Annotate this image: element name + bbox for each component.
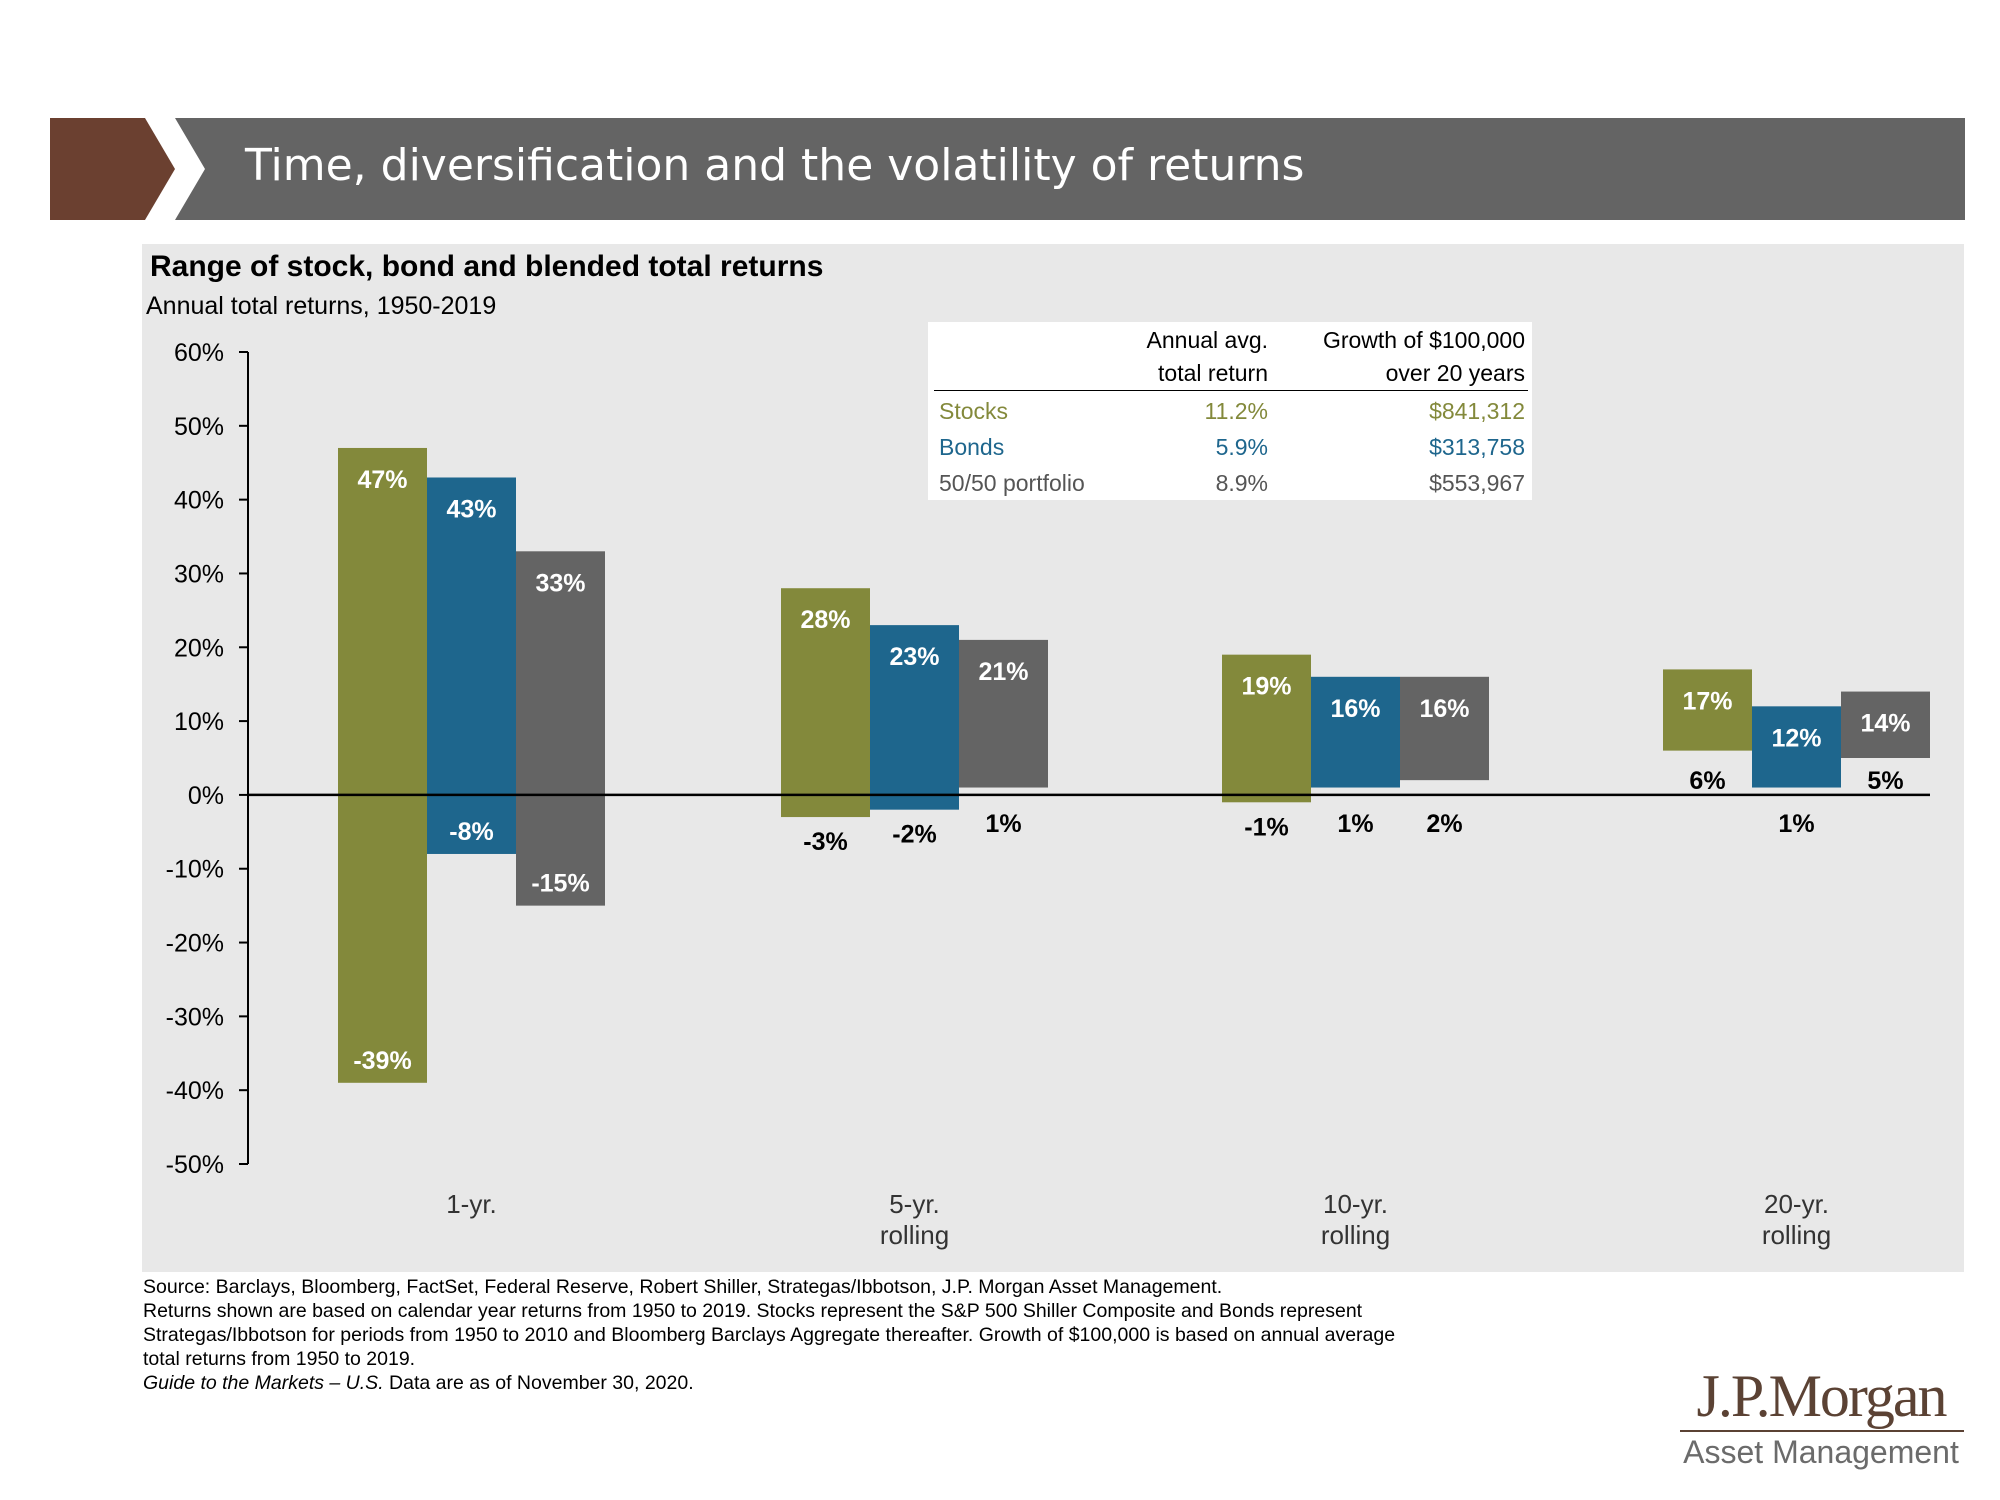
footnote-guide: Guide to the Markets – U.S. Data are as … [143, 1371, 1663, 1395]
y-tick-label: 30% [174, 560, 224, 588]
range-bar [427, 477, 516, 854]
bar-min-label: -3% [803, 828, 847, 856]
bar-max-label: 16% [1330, 695, 1380, 723]
bar-min-label: -15% [531, 870, 589, 898]
range-bar [338, 447, 427, 1083]
range-bar [1752, 706, 1841, 788]
y-tick-label: 60% [174, 339, 224, 367]
footnote-source: Source: Barclays, Bloomberg, FactSet, Fe… [143, 1276, 1223, 1298]
x-category-label: rolling [1321, 1220, 1390, 1250]
bar-min-label: -1% [1244, 813, 1288, 841]
table-header-rule [934, 390, 1528, 391]
table-header-avg-line2: total return [1158, 360, 1268, 386]
range-bar [1311, 676, 1400, 788]
jpmorgan-logo: J.P.Morgan Asset Management [1676, 1362, 1966, 1480]
bar-min-label: 6% [1689, 767, 1725, 795]
range-bar [959, 639, 1048, 788]
bar-max-label: 43% [446, 495, 496, 523]
bar-min-label: 1% [985, 810, 1021, 838]
bar-min-label: -8% [449, 818, 493, 846]
y-tick-label: -20% [166, 930, 224, 958]
footnotes: Source: Barclays, Bloomberg, FactSet, Fe… [143, 1275, 1663, 1395]
header-bar [175, 118, 1965, 220]
x-category-label: rolling [1762, 1220, 1831, 1250]
header-chevron-block [50, 118, 175, 220]
summary-table: Annual avg. total return Growth of $100,… [928, 322, 1532, 500]
bar-max-label: 12% [1771, 724, 1821, 752]
table-header-avg-line1: Annual avg. [1146, 327, 1268, 353]
bar-max-label: 19% [1241, 673, 1291, 701]
y-tick-label: -50% [166, 1151, 224, 1179]
chart-subtitle: Annual total returns, 1950-2019 [146, 292, 497, 320]
bar-max-label: 16% [1419, 695, 1469, 723]
bar-max-label: 17% [1682, 687, 1732, 715]
y-tick-label: 20% [174, 634, 224, 662]
x-category-label: 1-yr. [446, 1189, 497, 1219]
bar-max-label: 33% [535, 569, 585, 597]
table-row-bonds-name: Bonds [939, 434, 1005, 460]
y-tick-label: 10% [174, 708, 224, 736]
y-tick-label: 50% [174, 413, 224, 441]
logo-wordmark: J.P.Morgan [1696, 1363, 1948, 1429]
range-bar [1841, 691, 1930, 758]
table-row-bonds-growth: $313,758 [1429, 434, 1525, 460]
table-header-growth-line1: Growth of $100,000 [1322, 327, 1525, 353]
y-tick-label: 40% [174, 487, 224, 515]
bar-min-label: -2% [892, 821, 936, 849]
range-bar [781, 588, 870, 818]
bar-max-label: 14% [1860, 710, 1910, 738]
footnote-returns: Returns shown are based on calendar year… [143, 1300, 1363, 1322]
chart-title: Range of stock, bond and blended total r… [150, 250, 824, 283]
range-bar [1400, 676, 1489, 781]
y-tick-label: -30% [166, 1003, 224, 1031]
bar-max-label: 23% [889, 643, 939, 671]
table-row-bonds-avg: 5.9% [1215, 434, 1268, 460]
bar-max-label: 21% [978, 658, 1028, 686]
x-category-label: 20-yr. [1764, 1189, 1829, 1219]
page-title: Time, diversification and the volatility… [245, 140, 1305, 191]
y-tick-label: -10% [166, 856, 224, 884]
footnote-guide-date: Data are as of November 30, 2020. [383, 1372, 694, 1394]
bar-min-label: 2% [1426, 810, 1462, 838]
table-row-stocks-avg: 11.2% [1204, 398, 1268, 424]
bar-min-label: 5% [1867, 767, 1903, 795]
footnote-guide-title: Guide to the Markets – U.S. [143, 1372, 384, 1394]
bar-min-label: 1% [1337, 810, 1373, 838]
x-category-label: 5-yr. [889, 1189, 940, 1219]
range-bar [516, 551, 605, 906]
footnote-bonds: Strategas/Ibbotson for periods from 1950… [143, 1324, 1396, 1346]
table-row-blend-name: 50/50 portfolio [939, 470, 1085, 496]
range-bar [1663, 669, 1752, 751]
y-tick-label: -40% [166, 1077, 224, 1105]
logo-rule [1680, 1430, 1964, 1432]
range-bar [1222, 654, 1311, 803]
table-row-stocks-name: Stocks [939, 398, 1009, 424]
x-category-label: rolling [880, 1220, 949, 1250]
bar-max-label: 28% [800, 606, 850, 634]
range-bar [870, 625, 959, 810]
footnote-growth: total returns from 1950 to 2019. [143, 1348, 416, 1370]
bar-min-label: 1% [1778, 810, 1814, 838]
y-tick-label: 0% [188, 782, 224, 810]
table-row-blend-growth: $553,967 [1429, 470, 1525, 496]
table-row-stocks-growth: $841,312 [1429, 398, 1525, 424]
header-banner [50, 118, 1965, 220]
table-header-growth-line2: over 20 years [1385, 360, 1525, 386]
x-category-label: 10-yr. [1323, 1189, 1388, 1219]
table-row-blend-avg: 8.9% [1215, 470, 1268, 496]
logo-subtitle: Asset Management [1683, 1434, 1959, 1470]
bar-min-label: -39% [353, 1047, 411, 1075]
bar-max-label: 47% [357, 466, 407, 494]
